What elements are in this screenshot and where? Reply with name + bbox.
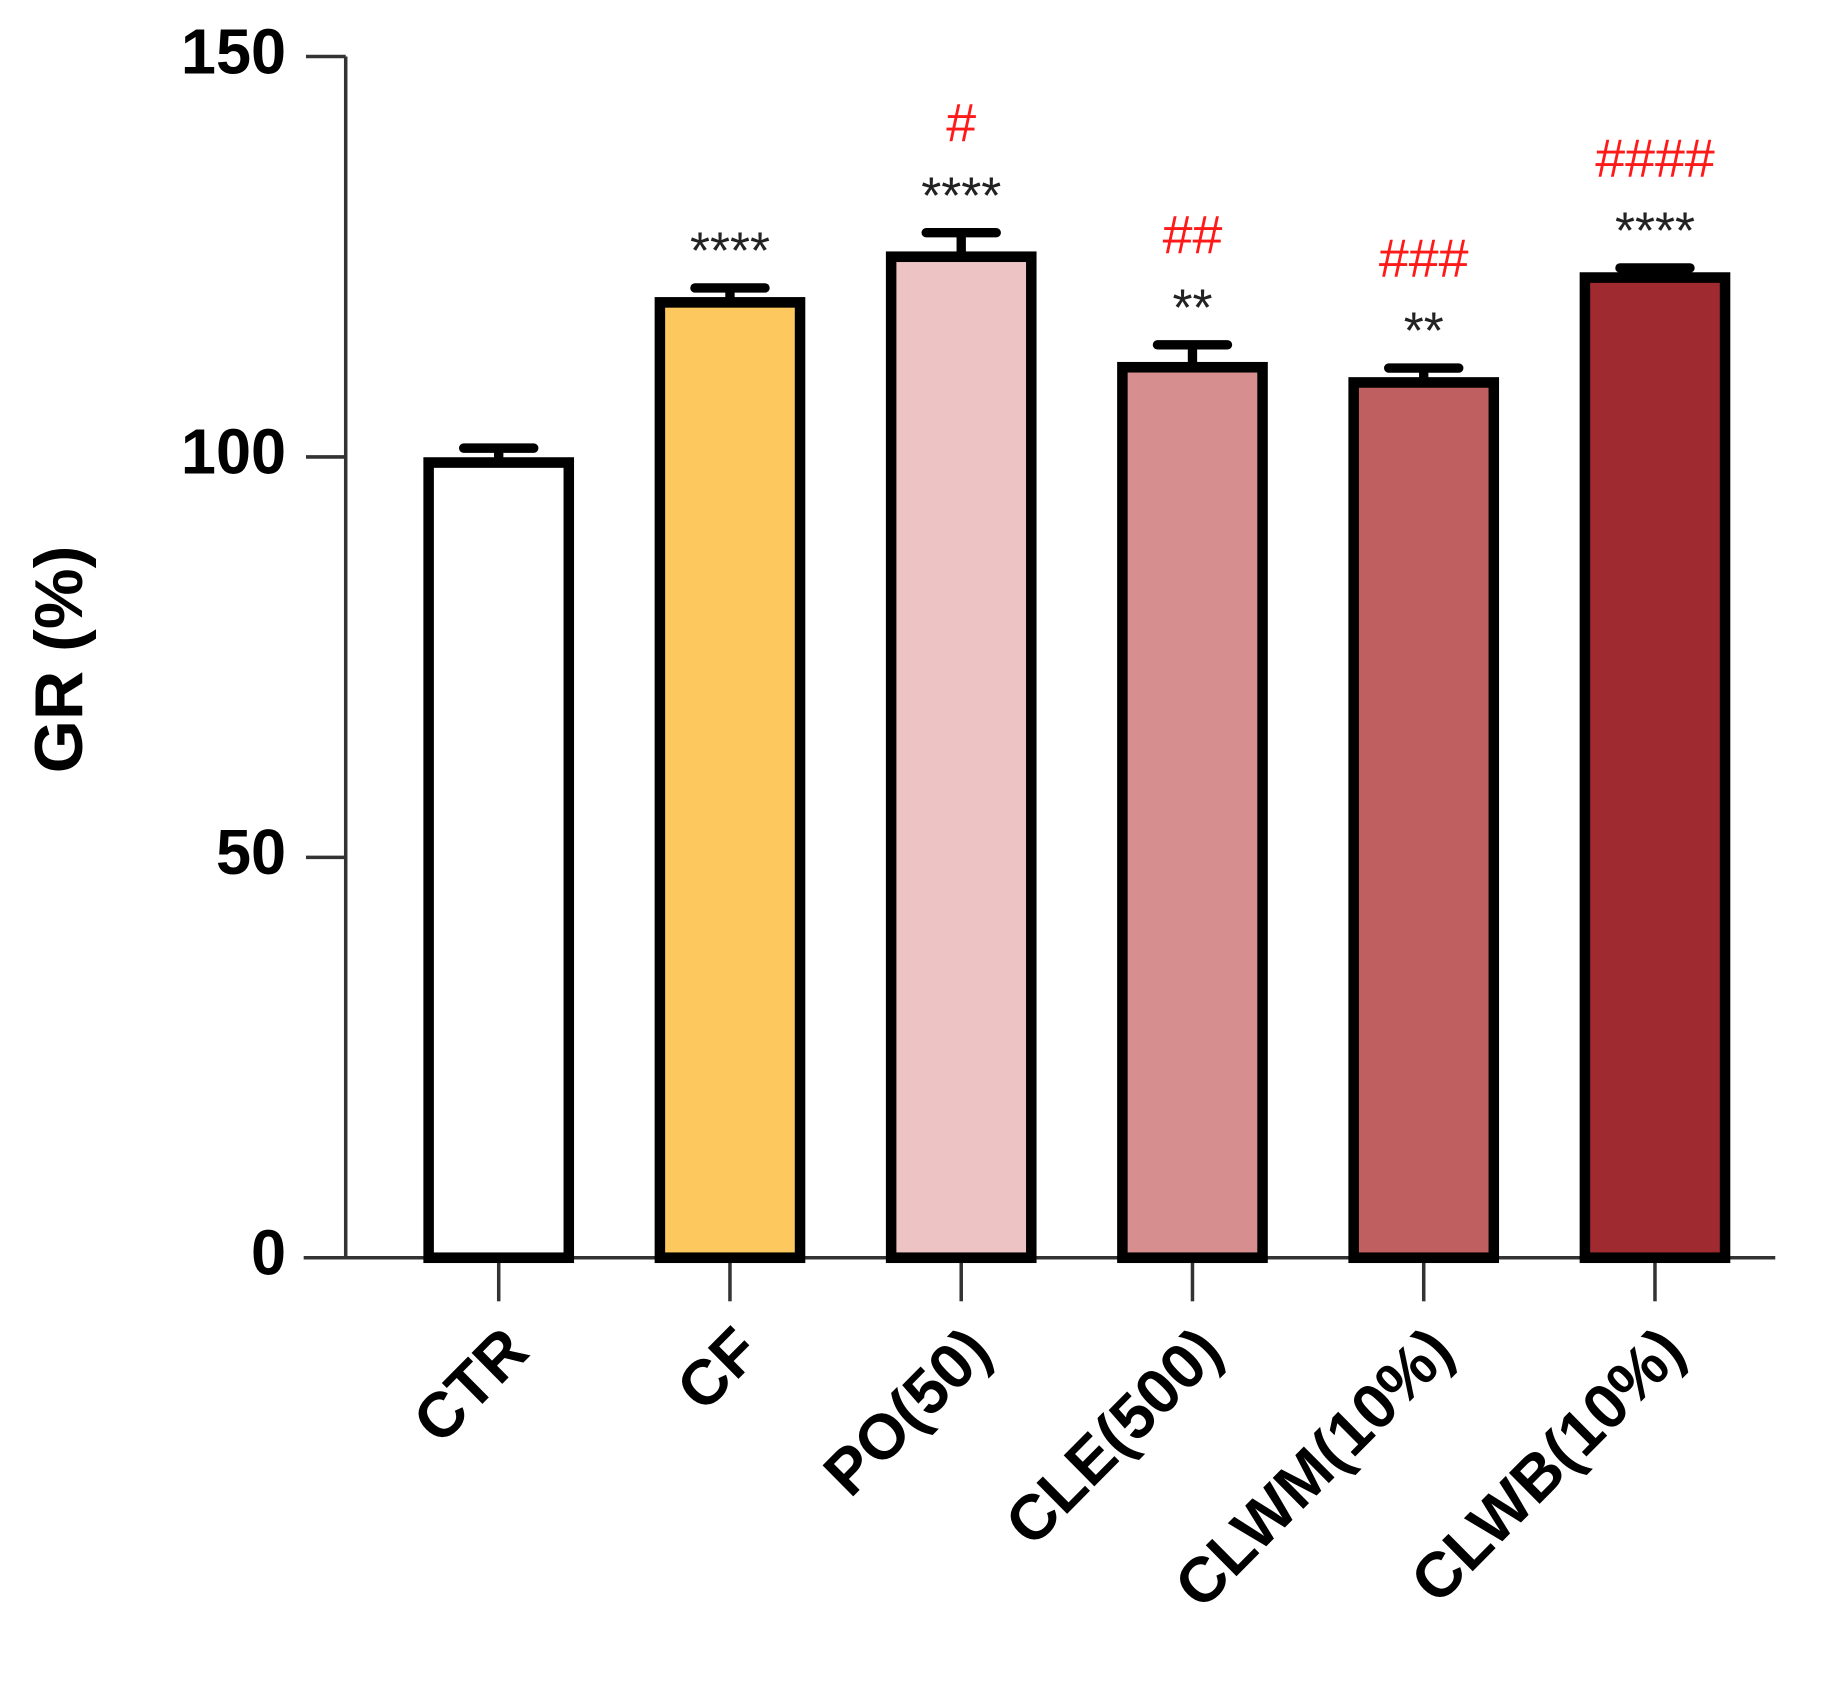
significance-stars: **** (1615, 201, 1695, 259)
x-tick-label: PO(50) (811, 1315, 1004, 1510)
significance-hashes: # (946, 93, 976, 153)
significance-hashes: #### (1595, 128, 1715, 188)
y-axis-label: GR (%) (21, 546, 97, 774)
bar (1348, 377, 1500, 1264)
significance-hashes: ## (1163, 205, 1223, 265)
bar (1117, 361, 1268, 1264)
significance-stars: ** (1172, 278, 1212, 336)
bar (1579, 272, 1731, 1264)
significance-stars: ** (1404, 302, 1444, 360)
y-tick-label: 50 (216, 818, 286, 888)
y-tick-label: 100 (181, 418, 286, 488)
significance-stars: **** (921, 166, 1001, 224)
y-tick-label: 0 (251, 1218, 286, 1288)
y-tick-label: 150 (181, 17, 286, 87)
significance-hashes: ### (1379, 228, 1469, 288)
bar (423, 457, 575, 1264)
x-tick-label: CLE(500) (993, 1315, 1236, 1560)
bar (654, 297, 806, 1264)
x-tick-label: CF (664, 1315, 773, 1425)
bar (885, 251, 1037, 1264)
x-tick-label: CTR (400, 1315, 541, 1457)
significance-stars: **** (690, 221, 770, 279)
